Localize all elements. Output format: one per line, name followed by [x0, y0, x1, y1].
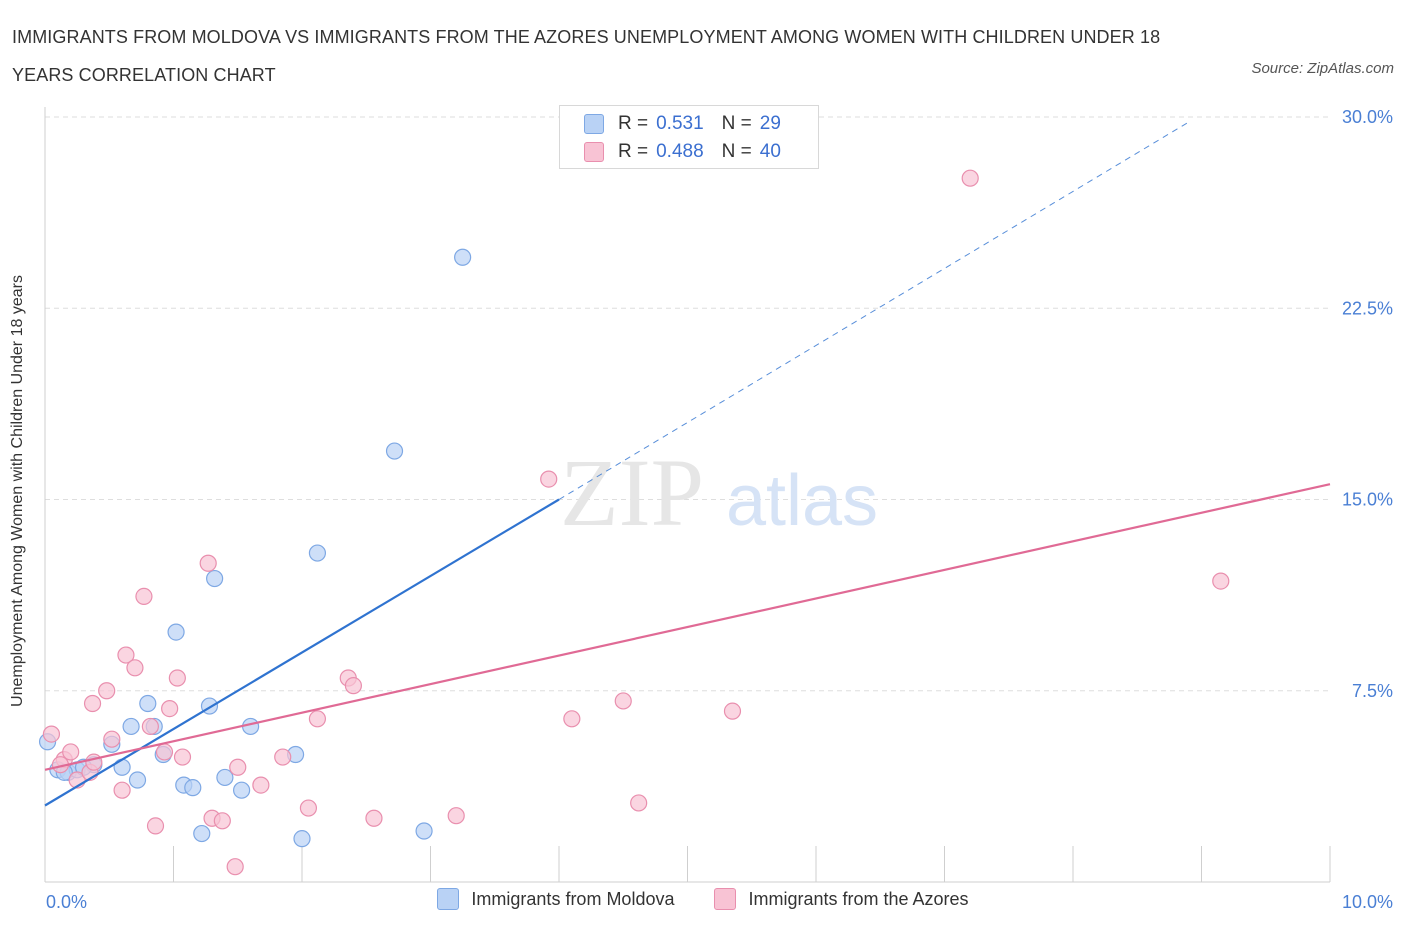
y-tick-label: 30.0%	[1342, 107, 1393, 127]
azores-point	[226, 858, 244, 876]
azores-point	[155, 743, 174, 761]
legend-swatch-moldova	[584, 114, 604, 134]
azores-point	[126, 659, 144, 677]
axis-layer	[44, 107, 1331, 883]
grid-layer	[45, 116, 1330, 692]
azores-point	[344, 677, 362, 695]
azores-point	[168, 669, 186, 687]
azores-point	[173, 748, 192, 766]
azores-point	[229, 758, 247, 776]
azores-point	[723, 702, 742, 720]
azores-point	[113, 781, 131, 799]
legend-n-value: 40	[759, 141, 781, 162]
moldova-point	[128, 771, 147, 789]
legend-r-label: R =	[618, 113, 649, 134]
watermark-zip: ZIP	[560, 439, 704, 546]
legend-label-moldova: Immigrants from Moldova	[471, 888, 675, 909]
azores-point	[213, 812, 231, 830]
legend-r-value: 0.531	[656, 113, 704, 134]
moldova-point	[122, 717, 140, 736]
azores-point	[117, 646, 135, 664]
azores-point	[299, 799, 318, 817]
azores-point	[199, 554, 217, 572]
azores-point	[365, 809, 383, 827]
legend-swatch-azores	[714, 888, 737, 910]
azores-point	[135, 587, 153, 606]
azores-point	[161, 699, 179, 718]
x-tick-label: 0.0%	[46, 892, 87, 912]
legend-label-azores: Immigrants from the Azores	[748, 888, 969, 909]
azores-point	[630, 794, 648, 812]
trend-layer	[44, 121, 1331, 807]
azores-point	[146, 817, 165, 835]
legend-row-moldova: R = 0.531 N = 29	[584, 110, 781, 138]
legend-n-label: N =	[721, 113, 752, 134]
legend-row-azores: R = 0.488 N = 40	[584, 138, 781, 166]
x-tick-label: 10.0%	[1342, 892, 1393, 912]
moldova-trendline-extension	[558, 121, 1189, 500]
watermark: ZIP atlas	[560, 439, 878, 546]
azores-point	[252, 776, 270, 794]
moldova-point	[113, 758, 131, 776]
azores-trendline	[44, 483, 1331, 771]
moldova-point	[206, 569, 224, 588]
moldova-point	[139, 694, 157, 713]
y-tick-label: 22.5%	[1342, 298, 1393, 318]
moldova-point	[233, 781, 251, 799]
azores-point	[42, 725, 61, 743]
moldova-point	[193, 824, 211, 843]
y-axis-label: Unemployment Among Women with Children U…	[9, 275, 26, 707]
moldova-point	[216, 768, 234, 787]
moldova-trendline	[44, 498, 560, 807]
moldova-point	[167, 623, 185, 641]
azores-point	[98, 682, 116, 700]
moldova-point	[184, 779, 202, 797]
azores-point	[614, 692, 632, 710]
azores-point	[85, 753, 103, 771]
legend-swatch-azores	[584, 142, 604, 162]
watermark-atlas: atlas	[726, 461, 878, 541]
moldova-point	[415, 822, 433, 840]
tick-label-layer: 7.5% 15.0% 22.5% 30.0% 0.0% 10.0%	[46, 107, 1393, 912]
azores-point	[62, 743, 80, 761]
azores-point	[308, 710, 327, 728]
moldova-point	[293, 830, 311, 848]
legend-swatch-moldova	[437, 888, 460, 910]
azores-point	[103, 730, 121, 748]
source-label: Source: ZipAtlas.com	[1251, 60, 1394, 77]
legend-item-azores: Immigrants from the Azores	[714, 888, 969, 910]
moldova-point	[454, 248, 472, 266]
legend-n-value: 29	[759, 113, 781, 134]
moldova-point	[385, 442, 404, 460]
chart-title: IMMIGRANTS FROM MOLDOVA VS IMMIGRANTS FR…	[12, 27, 1161, 85]
legend-n-label: N =	[721, 141, 752, 162]
azores-point	[540, 470, 558, 488]
y-tick-label: 15.0%	[1342, 490, 1393, 510]
legend-r-label: R =	[618, 141, 649, 162]
legend-r-value: 0.488	[656, 141, 704, 162]
azores-point	[563, 710, 581, 728]
correlation-legend: R = 0.531 N = 29 R = 0.488 N = 40	[559, 105, 819, 169]
azores-point	[141, 717, 159, 736]
y-tick-label: 7.5%	[1352, 681, 1393, 701]
azores-point	[961, 169, 979, 187]
legend-item-moldova: Immigrants from Moldova	[437, 888, 674, 910]
moldova-point	[308, 544, 327, 562]
azores-point	[447, 807, 465, 825]
azores-point	[83, 694, 102, 713]
series-legend: Immigrants from Moldova Immigrants from …	[0, 888, 1406, 910]
azores-point	[274, 748, 292, 766]
azores-point	[1212, 572, 1230, 590]
